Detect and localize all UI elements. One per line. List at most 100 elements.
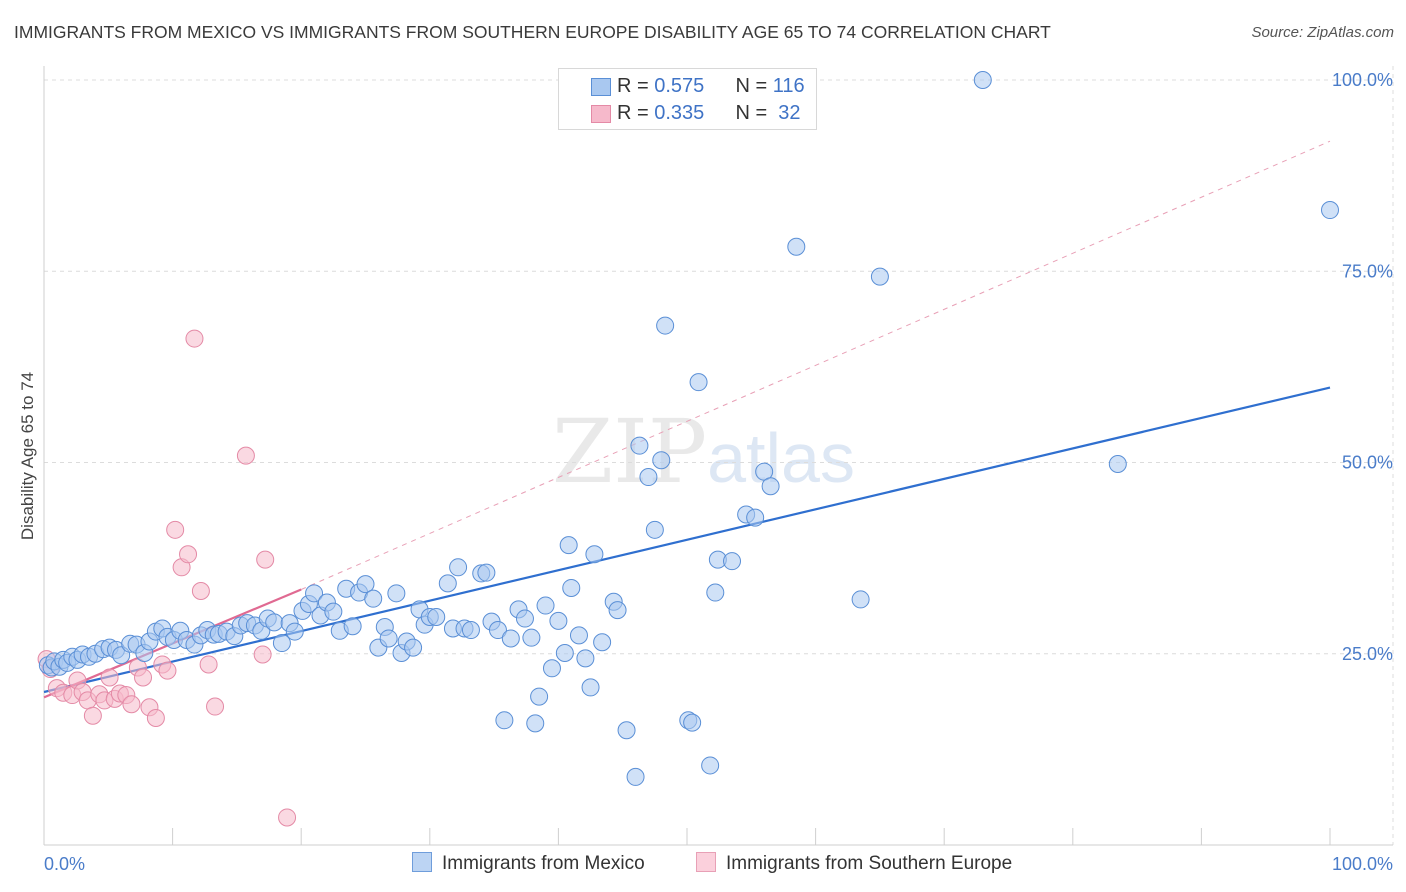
- seurope-point-27: [199, 655, 218, 674]
- mexico-point-83: [555, 643, 574, 662]
- watermark-atlas: atlas: [707, 419, 855, 497]
- legend-n-value-mexico: 116: [772, 75, 805, 97]
- seurope-point-22: [166, 520, 185, 539]
- mexico-point-80: [536, 596, 555, 615]
- mexico-point-68: [461, 621, 480, 640]
- trend-lines: [43, 140, 1331, 699]
- mexico-point-76: [515, 609, 534, 628]
- mexico-point-78: [526, 714, 545, 733]
- legend-row-seurope: R = 0.335 N = 32: [591, 102, 801, 125]
- mexico-point-63: [427, 608, 446, 627]
- y-tick-label-100: 100.0%: [1332, 70, 1393, 90]
- seurope-point-29: [236, 446, 255, 465]
- legend-r-value-seurope: 0.335: [654, 102, 705, 124]
- mexico-point-96: [639, 468, 658, 487]
- mexico-point-64: [438, 574, 457, 593]
- seurope-point-31: [256, 550, 275, 569]
- watermark: ZIPatlas: [552, 400, 855, 503]
- mexico-point-66: [449, 558, 468, 577]
- mexico-point-81: [542, 659, 561, 678]
- legend-r-label-mexico: R =: [617, 75, 655, 97]
- mexico-point-77: [522, 628, 541, 647]
- mexico-point-98: [652, 451, 671, 470]
- seurope-point-32: [278, 808, 297, 827]
- mexico-point-95: [630, 436, 649, 455]
- mexico-point-37: [265, 613, 284, 632]
- mexico-point-93: [617, 721, 636, 740]
- mexico-point-89: [585, 545, 604, 564]
- y-tick-label-75: 75.0%: [1342, 261, 1393, 281]
- seurope-point-19: [146, 709, 165, 728]
- mexico-point-59: [404, 638, 423, 657]
- mexico-point-84: [559, 536, 578, 555]
- bottom-legend-mexico: Immigrants from Mexico: [412, 852, 645, 875]
- mexico-point-38: [272, 634, 291, 653]
- mexico-point-101: [683, 713, 702, 732]
- y-tick-label-25: 25.0%: [1342, 644, 1393, 664]
- bottom-legend-label-mexico: Immigrants from Mexico: [442, 853, 645, 874]
- mexico-point-51: [356, 575, 375, 594]
- seurope-point-8: [83, 706, 102, 725]
- mexico-point-94: [626, 767, 645, 786]
- legend-r-value-mexico: 0.575: [654, 75, 705, 97]
- trend-line-0: [43, 386, 1331, 694]
- mexico-point-88: [581, 678, 600, 697]
- mexico-point-56: [387, 584, 406, 603]
- seurope-point-28: [206, 697, 225, 716]
- mexico-point-46: [324, 602, 343, 621]
- stats-legend: R = 0.575 N = 116 R = 0.335 N = 32: [558, 68, 817, 130]
- mexico-point-79: [530, 687, 549, 706]
- bottom-legend-swatch-mexico: [412, 852, 432, 872]
- legend-swatch-seurope: [591, 105, 611, 123]
- mexico-point-112: [851, 590, 870, 609]
- mexico-point-85: [562, 578, 581, 597]
- mexico-point-99: [656, 316, 675, 335]
- mexico-point-40: [285, 622, 304, 641]
- mexico-point-113: [870, 267, 889, 286]
- mexico-point-110: [761, 477, 780, 496]
- tick-labels: 25.0% 50.0% 75.0% 100.0% 0.0% 100.0%: [44, 70, 1393, 874]
- legend-r-label-seurope: R =: [617, 102, 655, 124]
- mexico-point-97: [645, 520, 664, 539]
- mexico-point-82: [549, 611, 568, 630]
- seurope-point-26: [191, 582, 210, 601]
- mexico-point-116: [1321, 201, 1339, 220]
- mexico-point-102: [689, 373, 708, 392]
- mexico-point-108: [746, 508, 765, 527]
- legend-n-value-seurope: 32: [772, 102, 801, 124]
- legend-n-label-mexico: N =: [735, 75, 773, 97]
- mexico-point-52: [364, 589, 383, 608]
- mexico-point-86: [569, 626, 588, 645]
- mexico-point-73: [495, 711, 514, 730]
- mexico-point-106: [723, 552, 742, 571]
- seurope-point-21: [158, 661, 177, 680]
- trend-extended-1: [301, 140, 1331, 590]
- watermark-zip: ZIP: [552, 400, 708, 503]
- bottom-legend-label-seurope: Immigrants from Southern Europe: [726, 853, 1013, 874]
- mexico-point-111: [787, 237, 806, 256]
- x-tick-label-0: 0.0%: [44, 854, 85, 874]
- mexico-point-55: [379, 629, 398, 648]
- mexico-point-49: [343, 617, 362, 636]
- mexico-point-103: [701, 756, 720, 775]
- chart-title: IMMIGRANTS FROM MEXICO VS IMMIGRANTS FRO…: [14, 22, 1051, 42]
- legend-n-label-seurope: N =: [735, 102, 773, 124]
- mexico-point-115: [1108, 455, 1127, 474]
- mexico-point-92: [608, 601, 627, 620]
- mexico-point-70: [477, 563, 496, 582]
- source-label: Source: ZipAtlas.com: [1251, 24, 1394, 41]
- bottom-legend-swatch-seurope: [696, 852, 716, 872]
- mexico-point-87: [576, 649, 595, 668]
- mexico-point-114: [973, 71, 992, 89]
- legend-row-mexico: R = 0.575 N = 116: [591, 75, 805, 98]
- mexico-point-43: [305, 584, 324, 603]
- data-points: [37, 71, 1339, 827]
- y-tick-label-50: 50.0%: [1342, 453, 1393, 473]
- seurope-point-25: [185, 329, 204, 348]
- mexico-point-90: [593, 633, 612, 652]
- mexico-point-72: [488, 621, 507, 640]
- axes: [43, 66, 1393, 846]
- legend-swatch-mexico: [591, 78, 611, 96]
- seurope-point-30: [253, 645, 272, 664]
- seurope-point-15: [122, 695, 141, 714]
